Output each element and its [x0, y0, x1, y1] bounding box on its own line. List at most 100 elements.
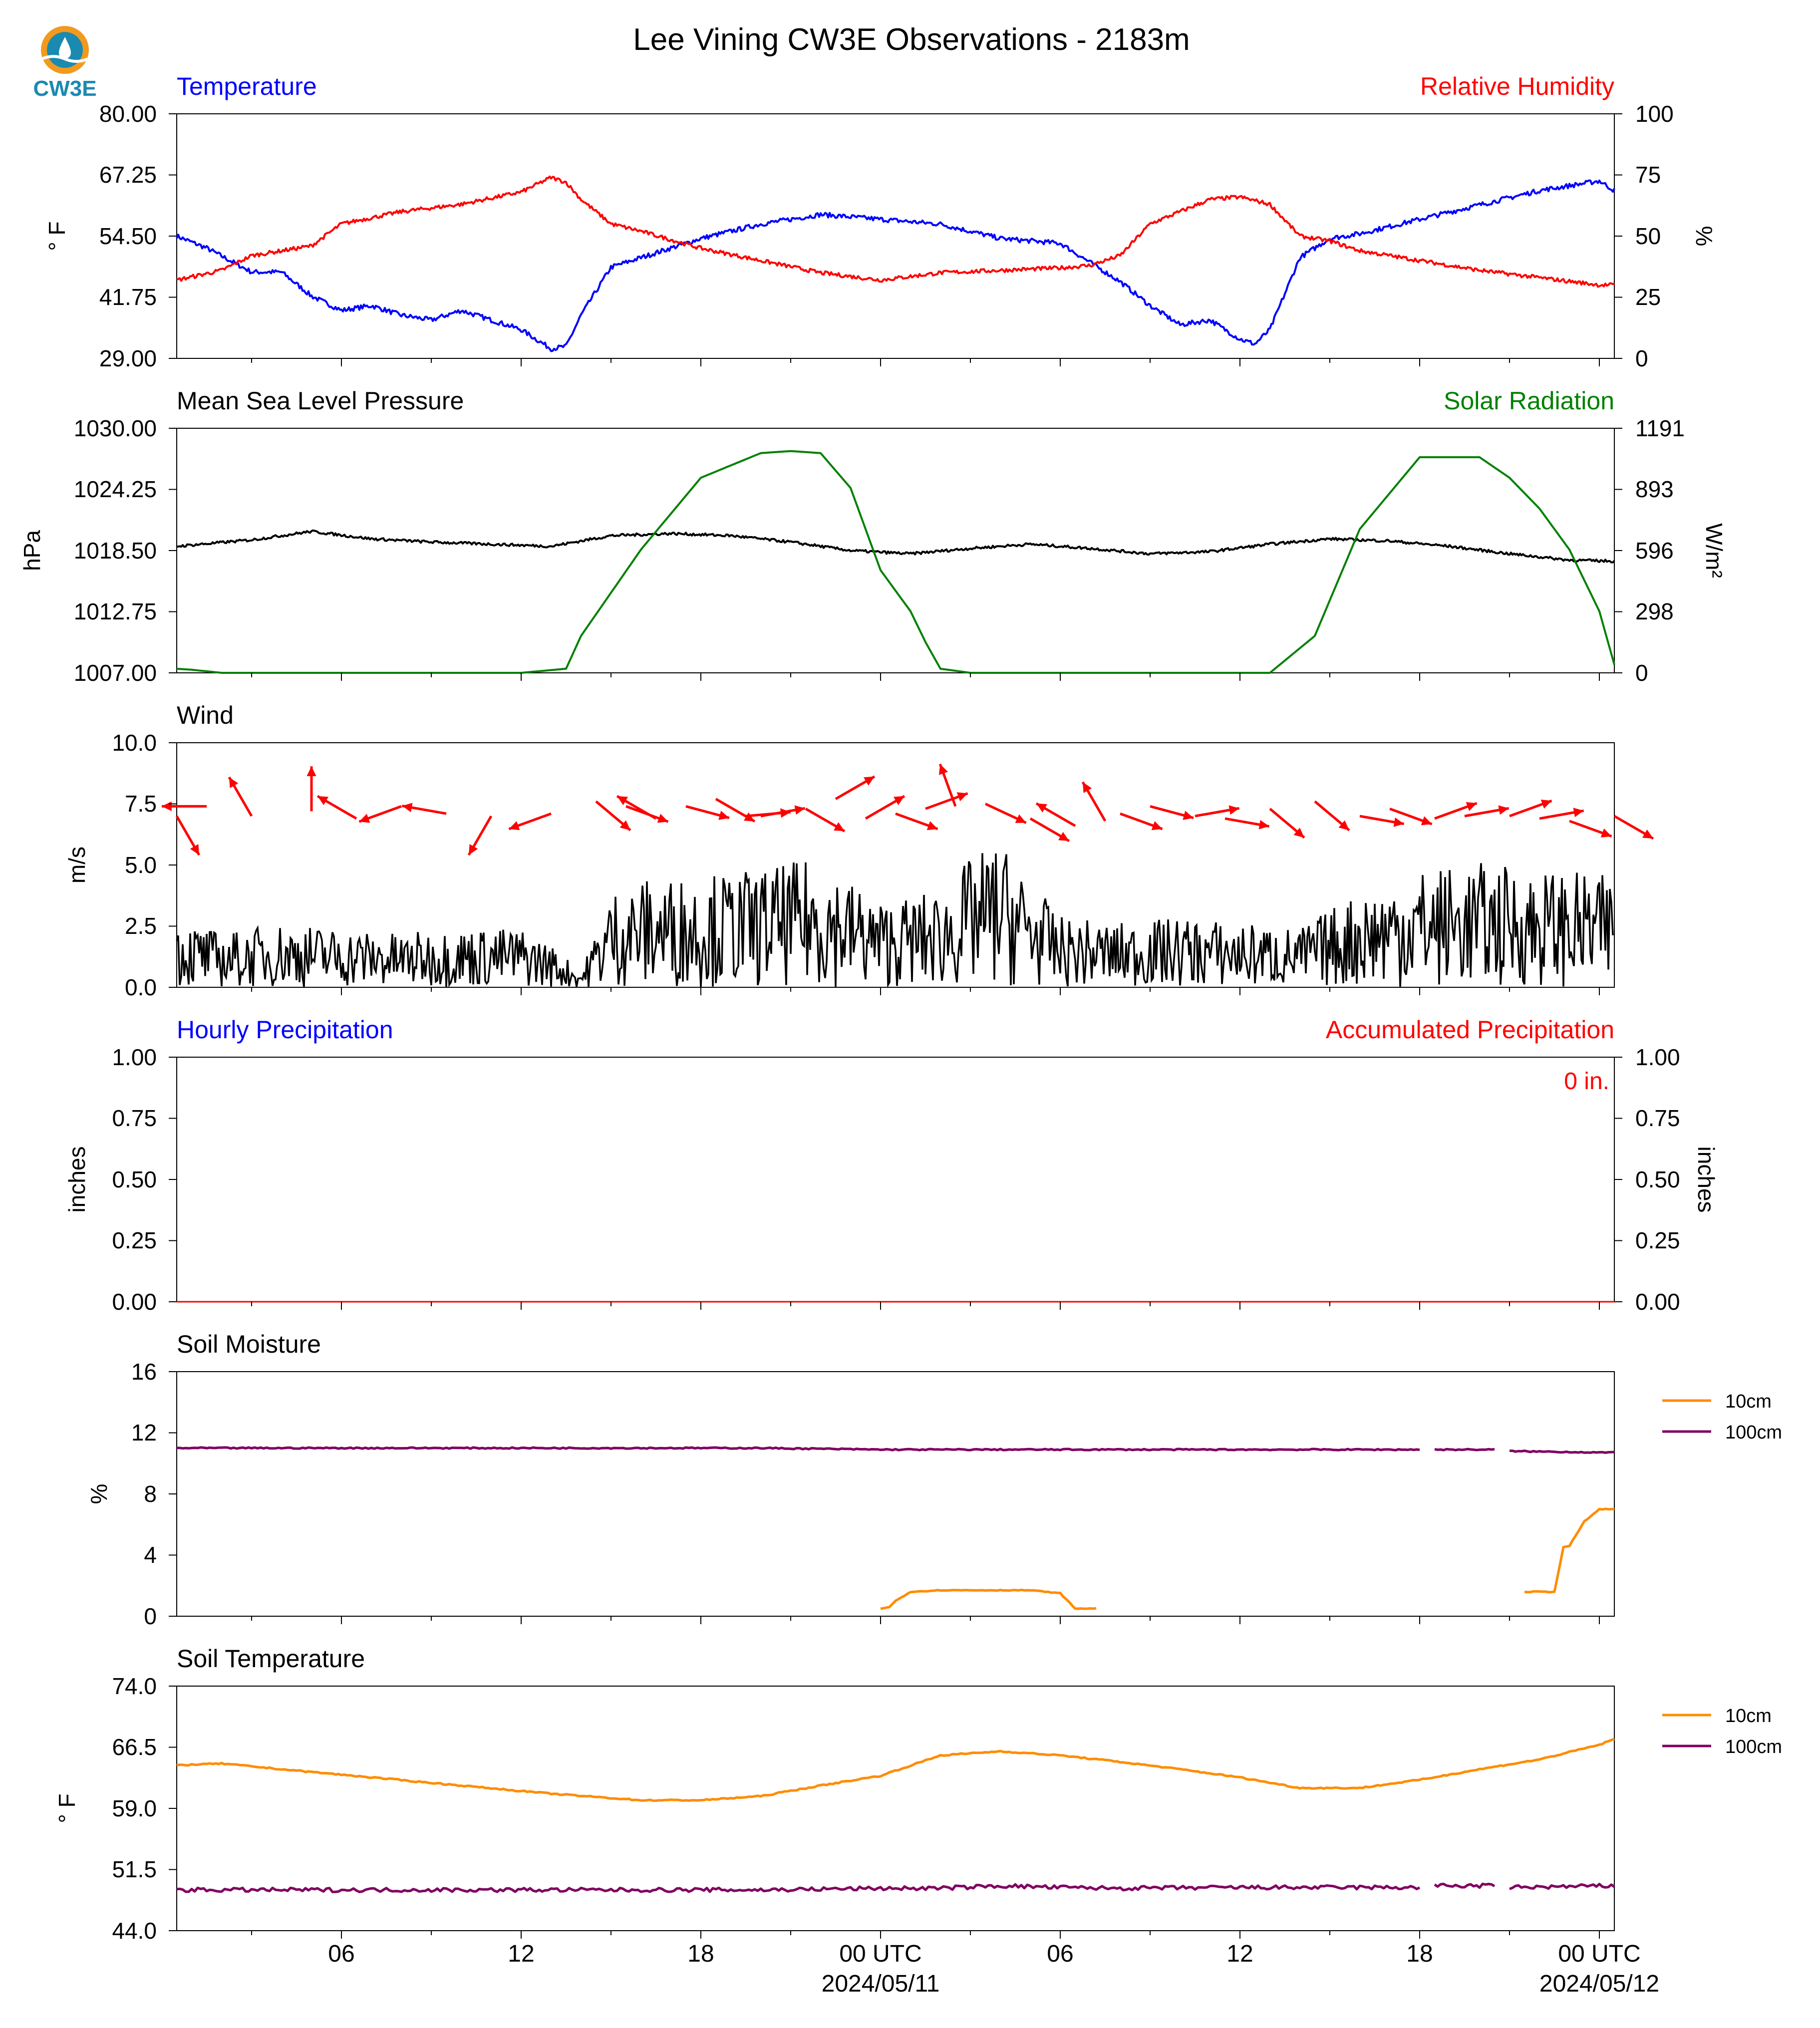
- panel-pressure: Mean Sea Level Pressure Solar Radiation …: [19, 387, 1727, 686]
- wind-arrow: [467, 815, 493, 856]
- ytick-label: 29.00: [99, 345, 157, 371]
- ytick-label: 1.00: [1635, 1044, 1680, 1070]
- wind-arrow-head: [1600, 828, 1612, 838]
- x-tick-label: 06: [1047, 1941, 1073, 1967]
- wind-arrow-head: [1642, 829, 1653, 839]
- wind-arrow: [508, 812, 552, 831]
- precip-hourly-title: Hourly Precipitation: [177, 1016, 393, 1044]
- wind-arrow-head: [1015, 814, 1026, 823]
- legend-label: 100cm: [1725, 1737, 1782, 1757]
- figure-title: Lee Vining CW3E Observations - 2183m: [633, 22, 1190, 57]
- wind-arrow-head: [864, 776, 875, 786]
- humidity-yticks: 100 75 50 25 0: [1635, 101, 1674, 371]
- soil-moisture-ylabel: %: [86, 1484, 112, 1504]
- pressure-ylabel: hPa: [19, 530, 45, 571]
- wind-arrow: [760, 805, 806, 818]
- wind-arrow: [1464, 805, 1510, 818]
- x-tick-label: 00 UTC: [1558, 1941, 1640, 1967]
- ytick-label: 0.25: [112, 1227, 157, 1253]
- ytick-label: 0.50: [1635, 1166, 1680, 1192]
- temperature-yticks: 80.00 67.25 54.50 41.75 29.00: [99, 101, 157, 371]
- wind-arrow: [401, 803, 447, 815]
- wind-arrow: [938, 763, 957, 807]
- pressure-line: [176, 529, 1615, 564]
- ytick-label: 1.00: [112, 1044, 157, 1070]
- wind-arrow: [1081, 781, 1107, 822]
- x-tick-label: 18: [687, 1941, 714, 1967]
- logo-text: CW3E: [33, 76, 96, 101]
- wind-arrow-head: [657, 814, 668, 823]
- wind-arrow-head: [317, 796, 328, 806]
- ytick-label: 0.00: [1635, 1289, 1680, 1315]
- pressure-title: Mean Sea Level Pressure: [177, 387, 464, 415]
- wind-arrow: [865, 795, 906, 820]
- ytick-label: 596: [1635, 538, 1674, 564]
- wind-series: [162, 763, 1654, 988]
- precip-plot-area: [176, 1057, 1615, 1302]
- wind-arrow-head: [162, 801, 172, 811]
- ytick-label: 41.75: [99, 284, 157, 310]
- ytick-label: 59.0: [112, 1795, 157, 1821]
- legend-label: 10cm: [1725, 1706, 1772, 1727]
- wind-arrow: [162, 801, 207, 811]
- ytick-label: 0.25: [1635, 1227, 1680, 1253]
- wind-speed-line: [176, 853, 1614, 988]
- precip-ylabel: inches: [64, 1147, 90, 1213]
- solar-yticks: 1191 893 596 298 0: [1635, 415, 1685, 686]
- wind-arrow-head: [306, 766, 316, 776]
- wind-arrow: [316, 795, 357, 820]
- ytick-label: 1012.75: [74, 598, 157, 624]
- ytick-label: 0.0: [125, 974, 157, 1000]
- logo-wave-icon: [41, 55, 89, 63]
- ytick-label: 54.50: [99, 223, 157, 249]
- ytick-label: 0: [144, 1603, 157, 1629]
- wind-arrow: [306, 766, 316, 812]
- panel-soil-moisture: Soil Moisture 16 12 8 4 0 % 10cm 100cm: [86, 1330, 1782, 1629]
- ytick-label: 8: [144, 1481, 157, 1507]
- wind-arrow: [1029, 817, 1070, 843]
- ytick-label: 1024.25: [74, 476, 157, 502]
- x-date-label: 2024/05/11: [822, 1971, 940, 1997]
- wind-arrow: [895, 812, 938, 831]
- panel-precip: Hourly Precipitation Accumulated Precipi…: [64, 1016, 1719, 1315]
- ytick-label: 1191: [1635, 415, 1685, 441]
- soil-moisture-legend: 10cm 100cm: [1662, 1391, 1782, 1443]
- wind-arrow: [1539, 808, 1584, 820]
- wind-arrow: [1120, 812, 1163, 831]
- wind-arrow: [925, 792, 968, 810]
- wind-arrow: [1314, 800, 1350, 832]
- x-axis-labels: 06 12 18 00 UTC 06 12 18 00 UTC 2024/05/11 2024/0…: [328, 1941, 1659, 1997]
- wind-arrow-head: [1058, 832, 1069, 841]
- x-axis-ticks: [169, 113, 1622, 1939]
- soil-moisture-10cm-line: [880, 1588, 1097, 1610]
- ytick-label: 44.0: [112, 1918, 157, 1944]
- soil-moisture-100cm-line: [176, 1446, 1420, 1451]
- precip-accum-title: Accumulated Precipitation: [1326, 1016, 1614, 1044]
- wind-arrow: [1434, 802, 1478, 820]
- logo-drop-icon: [59, 37, 71, 59]
- wind-arrow: [616, 795, 657, 820]
- wind-arrow-head: [1228, 805, 1239, 815]
- wind-arrow-head: [956, 792, 968, 802]
- wind-arrow: [1035, 802, 1076, 827]
- wind-title: Wind: [177, 701, 234, 729]
- ytick-label: 74.0: [112, 1673, 157, 1699]
- wind-arrow-head: [1498, 805, 1509, 815]
- x-tick-label: 00 UTC: [839, 1941, 921, 1967]
- wind-arrow-head: [1573, 808, 1584, 818]
- precip-yticks: 1.00 0.75 0.50 0.25 0.00: [112, 1044, 157, 1315]
- wind-arrow-head: [1338, 820, 1349, 831]
- pressure-plot-area: [176, 428, 1615, 673]
- wind-arrow-head: [1151, 821, 1163, 831]
- humidity-title: Relative Humidity: [1420, 72, 1614, 100]
- wind-arrow-head: [1540, 800, 1552, 809]
- wind-arrow-head: [718, 811, 729, 820]
- ytick-label: 1007.00: [74, 660, 157, 686]
- soil-moisture-yticks: 16 12 8 4 0: [131, 1359, 157, 1629]
- ytick-label: 298: [1635, 598, 1674, 624]
- solar-line: [176, 450, 1615, 674]
- ytick-label: 51.5: [112, 1856, 157, 1882]
- wind-arrow-head: [780, 808, 791, 818]
- ytick-label: 0.75: [112, 1105, 157, 1131]
